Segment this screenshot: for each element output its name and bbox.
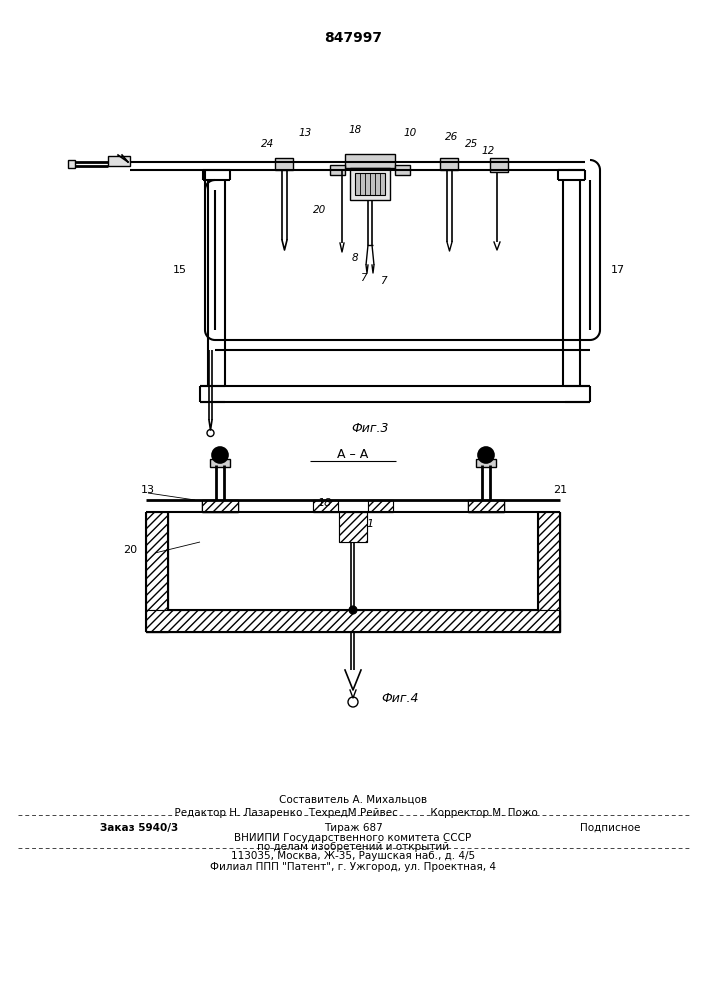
Bar [468,500,504,512]
Text: ВНИИПИ Государственного комитета СССР: ВНИИПИ Государственного комитета СССР [235,833,472,843]
Text: 21: 21 [553,485,567,495]
Bar [350,168,390,200]
Bar [339,512,367,542]
Text: Филиал ППП "Патент", г. Ужгород, ул. Проектная, 4: Филиал ППП "Патент", г. Ужгород, ул. Про… [210,862,496,872]
Bar [68,160,75,168]
Bar [440,158,458,170]
Circle shape [483,452,489,458]
Text: 7: 7 [380,276,386,286]
Text: 15: 15 [173,265,187,275]
Text: 18: 18 [349,125,361,135]
Bar [202,500,238,512]
Bar [146,512,168,632]
Text: 113035, Москва, Ж-35, Раушская наб., д. 4/5: 113035, Москва, Ж-35, Раушская наб., д. … [231,851,475,861]
Text: Подписное: Подписное [580,823,640,833]
Bar [538,512,560,632]
Bar [313,500,338,512]
Text: Редактор Н. Лазаренко  ТехредМ.Рейвес          Корректор М. Пожо: Редактор Н. Лазаренко ТехредМ.Рейвес Кор… [168,808,538,818]
Bar [210,459,230,467]
Text: Заказ 5940/3: Заказ 5940/3 [100,823,178,833]
Bar [468,500,504,512]
Text: 13: 13 [298,128,312,138]
Text: 847997: 847997 [324,31,382,45]
Text: 25: 25 [465,139,479,149]
Circle shape [478,447,494,463]
Bar [202,500,238,512]
Text: 8: 8 [351,253,358,263]
Bar [368,500,393,512]
Bar [146,610,560,632]
Text: Фиг.3: Фиг.3 [351,422,389,434]
Text: 17: 17 [611,265,625,275]
Text: 12: 12 [481,146,495,156]
Text: 1: 1 [366,519,373,529]
Bar [146,512,168,632]
Bar [330,165,345,175]
Text: 20: 20 [123,545,137,555]
Bar [368,500,393,512]
Circle shape [212,447,228,463]
Bar [538,512,560,632]
Bar [339,512,367,542]
Text: по делам изобретений и открытий: по делам изобретений и открытий [257,842,449,852]
Text: Тираж 687: Тираж 687 [324,823,382,833]
Bar [476,459,496,467]
Text: 13: 13 [141,485,155,495]
Bar [313,500,338,512]
Text: Фиг.4: Фиг.4 [381,692,419,704]
Bar [202,500,238,512]
Bar [490,158,508,172]
Text: 18: 18 [318,498,332,508]
Bar [355,173,385,195]
Text: 26: 26 [445,132,459,142]
Bar [345,154,395,168]
Text: 20: 20 [313,205,327,215]
Text: Составитель А. Михальцов: Составитель А. Михальцов [279,795,427,805]
Bar [108,156,130,166]
Text: 10: 10 [404,128,416,138]
Bar [395,165,410,175]
Text: А – А: А – А [337,448,368,462]
Bar [275,158,293,170]
Bar [468,500,504,512]
Circle shape [217,452,223,458]
Bar [146,610,560,632]
Circle shape [349,606,357,614]
Text: 24: 24 [262,139,274,149]
Text: 7: 7 [360,273,366,283]
